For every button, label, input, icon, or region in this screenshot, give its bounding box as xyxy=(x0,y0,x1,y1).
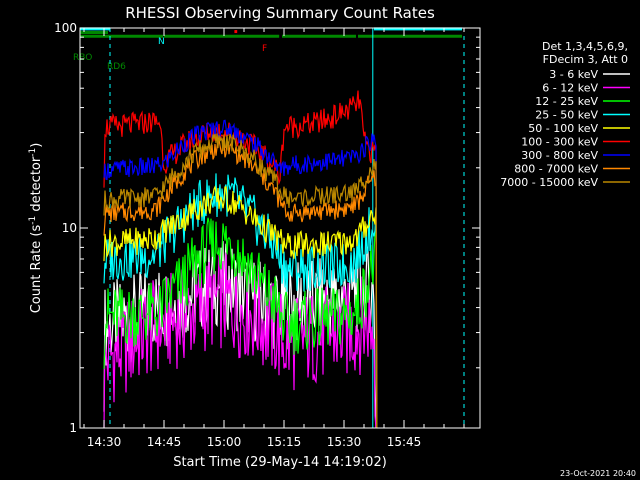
y-tick-label: 10 xyxy=(62,221,77,235)
series-line-3 xyxy=(103,173,378,429)
y-tick-label: 1 xyxy=(69,421,77,435)
y-axis-ticks: 1 10 100 xyxy=(54,21,480,435)
legend-label: 6 - 12 keV xyxy=(542,82,598,95)
flag-vertical-lines xyxy=(109,28,465,428)
y-tick-label: 100 xyxy=(54,21,77,35)
series-line-4 xyxy=(103,185,378,429)
x-tick-label: 15:15 xyxy=(267,435,302,449)
legend-label: 800 - 7000 keV xyxy=(514,163,598,176)
x-tick-label: 14:30 xyxy=(87,435,122,449)
flag-label-3: F xyxy=(262,44,267,54)
x-axis-ticks: 14:30 14:45 15:00 15:15 15:30 15:45 xyxy=(83,28,465,449)
legend-label: 50 - 100 keV xyxy=(528,122,598,135)
legend-label: 25 - 50 keV xyxy=(535,109,598,122)
series-lines xyxy=(103,90,378,429)
y-axis-label: Count Rate (s-1 detector-1) xyxy=(28,143,44,314)
series-line-2 xyxy=(103,217,378,429)
y-axis-label-mid: detector xyxy=(29,156,44,216)
series-line-6 xyxy=(103,119,378,429)
flag-label-0: N xyxy=(158,37,165,47)
x-tick-label: 14:45 xyxy=(147,435,182,449)
legend-label: 7000 - 15000 keV xyxy=(500,176,598,189)
x-tick-label: 15:30 xyxy=(327,435,362,449)
legend-header-detectors: Det 1,3,4,5,6,9, xyxy=(542,40,628,53)
y-axis-label-sup2: -1 xyxy=(28,148,38,157)
flag-label-2: RD6 xyxy=(107,62,126,72)
series-line-8 xyxy=(103,133,378,429)
y-axis-label-main: Count Rate (s xyxy=(29,225,44,314)
legend-label: 12 - 25 keV xyxy=(535,95,598,108)
y-axis-label-end: ) xyxy=(29,143,44,148)
legend-label: 100 - 300 keV xyxy=(521,136,598,149)
instrument-flag-group: N RBO RD6 F xyxy=(73,27,462,72)
legend-header-decimation: FDecim 3, Att 0 xyxy=(543,53,628,66)
y-axis-label-sup1: -1 xyxy=(28,216,38,225)
series-line-7 xyxy=(103,137,378,429)
timestamp: 23-Oct-2021 20:40 xyxy=(560,469,636,478)
legend-label: 300 - 800 keV xyxy=(521,149,598,162)
x-tick-label: 15:45 xyxy=(387,435,422,449)
x-axis-label: Start Time (29-May-14 14:19:02) xyxy=(173,455,387,470)
legend-label: 3 - 6 keV xyxy=(549,68,598,81)
flag-label-1: RBO xyxy=(73,53,92,63)
x-tick-label: 15:00 xyxy=(207,435,242,449)
chart-title: RHESSI Observing Summary Count Rates xyxy=(125,4,435,22)
